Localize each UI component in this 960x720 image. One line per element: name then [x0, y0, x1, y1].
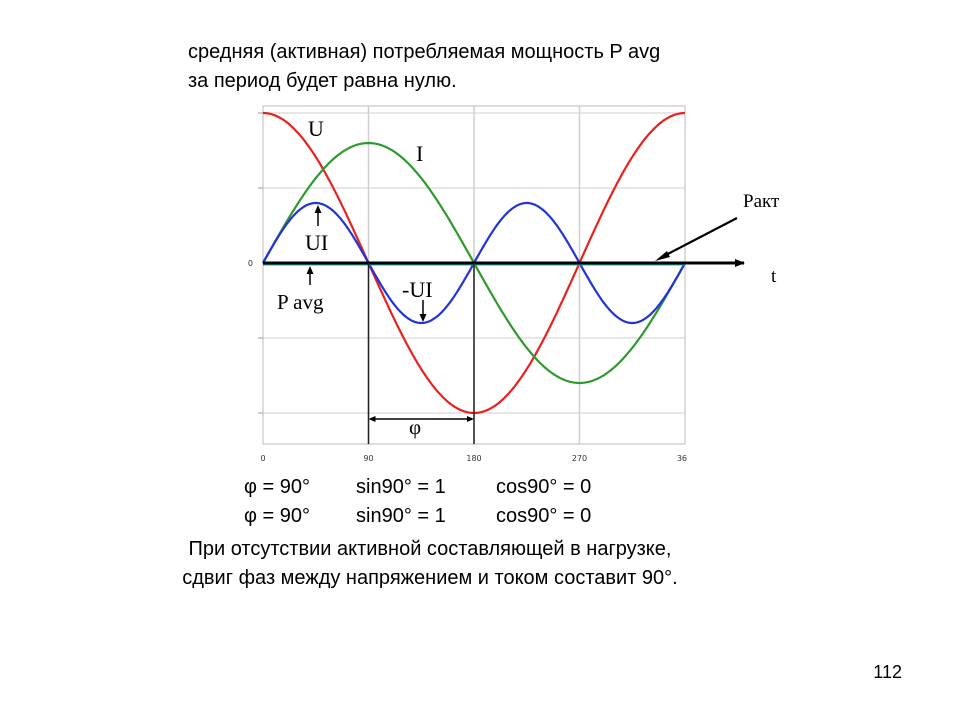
neg-ui-arrowhead	[419, 314, 427, 322]
label-pavg: P avg	[277, 290, 324, 314]
x-tick-label: 36	[677, 454, 687, 463]
x-tick-label: 0	[260, 454, 265, 463]
cos-value: cos90° = 0	[496, 505, 592, 527]
label-i: I	[416, 141, 423, 166]
phi-value: φ = 90°	[244, 505, 311, 527]
intro-line-2: за период будет равна нулю.	[188, 70, 457, 92]
x-tick-label: 180	[466, 454, 481, 463]
x-tick-label: 270	[572, 454, 587, 463]
pakt-arrow	[661, 217, 738, 258]
label-ui: UI	[305, 230, 328, 255]
x-axis-label: t	[771, 266, 777, 287]
phi-value: φ = 90°	[244, 476, 311, 498]
y-tick-label: 0	[248, 259, 253, 268]
phi-arrow-left	[368, 416, 376, 422]
intro-line-1: средняя (активная) потребляемая мощность…	[188, 41, 661, 63]
cos-value: cos90° = 0	[496, 476, 592, 498]
conclusion-line-2: сдвиг фаз между напряжением и током сост…	[182, 567, 678, 589]
chart-ticks: 0 90 180 270 360	[248, 259, 687, 463]
sin-value: sin90° = 1	[356, 505, 446, 527]
page-number: 112	[873, 662, 902, 682]
phi-arrow-right	[467, 416, 474, 422]
label-u: U	[308, 116, 324, 141]
pakt-arrowhead	[655, 251, 670, 261]
intro-text: средняя (активная) потребляемая мощность…	[188, 38, 660, 96]
chart-grid	[258, 105, 686, 445]
conclusion-line-1: При отсутствии активной составляющей в н…	[188, 538, 672, 560]
conclusion-text: При отсутствии активной составляющей в н…	[100, 535, 760, 593]
sin-value: sin90° = 1	[356, 476, 446, 498]
pavg-arrowhead	[306, 266, 314, 274]
label-pakt: Pакт	[743, 191, 780, 212]
label-neg-ui: -UI	[402, 277, 433, 302]
label-phi: φ	[409, 415, 421, 439]
x-tick-label: 90	[363, 454, 373, 463]
ui-peak-arrowhead	[314, 205, 322, 213]
